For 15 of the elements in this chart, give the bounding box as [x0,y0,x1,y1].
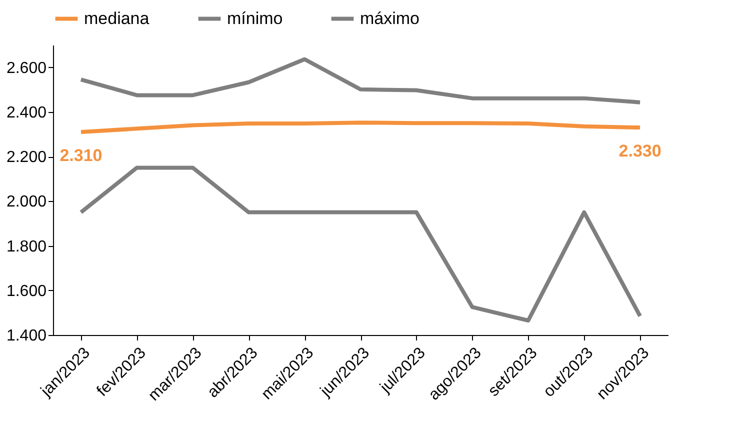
y-tick-label: 1.600 [6,282,47,300]
y-tick-label: 1.800 [6,238,47,256]
y-tick-label: 2.400 [6,104,47,122]
y-tick-label: 1.400 [6,328,47,344]
legend-label: mínimo [227,8,283,28]
y-tick-label: 2.000 [6,194,47,211]
line-series [78,57,642,104]
data-label: 2.310 [60,146,102,165]
legend-label: máximo [360,8,420,28]
line-series [78,166,642,322]
data-label: 2.330 [618,142,662,161]
legend-label: mediana [84,8,150,28]
line-series [78,120,642,134]
y-tick-label: 2.200 [6,149,47,166]
y-tick-label: 2.600 [6,60,47,77]
